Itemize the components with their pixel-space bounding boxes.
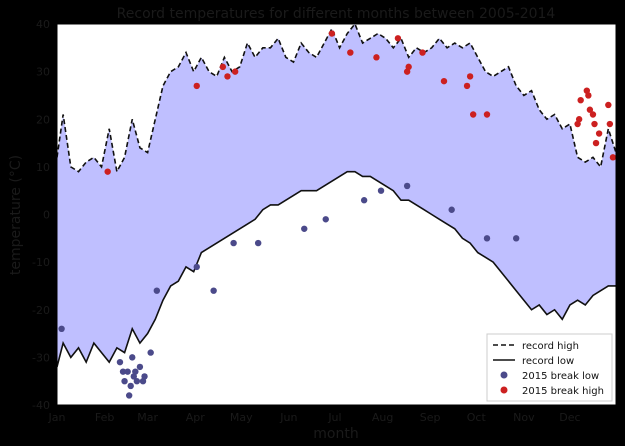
y-tick-label: 40 (36, 18, 50, 31)
x-axis-label: month (313, 426, 358, 442)
legend-label-break-high: 2015 break high (522, 386, 604, 397)
x-tick-label: Oct (467, 411, 487, 424)
break-high-point (219, 63, 227, 71)
series-record-low-line (56, 170, 616, 368)
series-record-high-line (56, 22, 617, 175)
range-fill (57, 24, 616, 367)
break-low-point (254, 239, 262, 247)
break-high-point (328, 30, 336, 37)
y-axis-label: temperature (°C) (8, 155, 24, 275)
legend-box (486, 333, 613, 402)
break-low-point (129, 354, 136, 361)
break-high-point (373, 54, 380, 61)
break-high-point (577, 97, 584, 104)
break-low-point (360, 197, 368, 204)
break-low-point (119, 368, 127, 375)
break-high-point (575, 116, 583, 123)
break-low-point (127, 382, 134, 390)
break-low-point (58, 325, 65, 332)
break-low-point (147, 349, 154, 356)
x-tick-label: Dec (559, 411, 580, 424)
break-high-point (589, 111, 597, 118)
break-high-point (609, 154, 617, 161)
break-high-point (224, 73, 231, 80)
break-low-point (133, 377, 141, 385)
y-tick-label: -20 (32, 304, 50, 317)
break-low-point (124, 368, 131, 375)
break-low-point (141, 373, 148, 380)
break-high-point (586, 106, 594, 113)
break-low-point (483, 235, 491, 242)
x-tick-label: Sep (420, 411, 441, 424)
legend: record high record low 2015 break low 20… (486, 333, 613, 402)
break-high-point (469, 111, 477, 118)
break-high-point (466, 73, 474, 80)
break-high-point (606, 120, 614, 128)
scatter-layer (58, 30, 617, 399)
x-tick-label: Apr (186, 411, 206, 424)
fill-layer (57, 24, 616, 367)
break-high-point (405, 63, 412, 71)
break-high-point (419, 49, 426, 56)
legend-label-record-low: record low (522, 356, 574, 367)
break-low-point (512, 235, 520, 242)
y-tick-label: 0 (43, 209, 50, 222)
break-low-point (230, 239, 237, 247)
break-low-point (153, 287, 161, 294)
break-high-point (483, 111, 491, 118)
x-tick-label: Jan (48, 411, 66, 424)
break-low-point (116, 358, 124, 366)
break-low-point (210, 287, 217, 294)
line-layer (56, 22, 617, 368)
break-low-point (121, 377, 128, 385)
break-high-point (463, 82, 471, 90)
x-tick-label: Aug (372, 411, 393, 424)
y-tick-label: -30 (32, 351, 50, 364)
break-low-point (448, 206, 455, 213)
plot-frame (56, 23, 617, 406)
break-low-point (193, 263, 200, 271)
break-high-point (440, 77, 448, 85)
chart-title: Record temperatures for different months… (117, 6, 556, 22)
legend-label-break-low: 2015 break low (522, 371, 599, 382)
break-low-point (403, 182, 411, 190)
break-high-point (347, 49, 354, 56)
break-high-point (591, 120, 598, 128)
x-tick-label: Jun (279, 411, 297, 424)
legend-marker-break-high (500, 386, 508, 394)
break-high-point (394, 35, 402, 42)
x-tick-label: Mar (137, 411, 158, 424)
x-tick-label: May (230, 411, 253, 424)
break-low-point (136, 363, 144, 371)
break-high-point (231, 68, 239, 75)
legend-label-record-high: record high (522, 341, 579, 352)
x-tick-label: Nov (513, 411, 535, 424)
break-low-point (132, 368, 139, 375)
legend-marker-break-low (500, 371, 508, 379)
break-low-point (377, 187, 385, 194)
y-tick-label: 10 (36, 161, 50, 174)
break-high-point (585, 92, 592, 99)
y-tick-label: 20 (36, 113, 50, 126)
break-high-point (605, 101, 612, 109)
x-tick-label: Feb (95, 411, 114, 424)
break-low-point (125, 392, 133, 399)
x-tick-label: Jul (327, 411, 341, 424)
break-high-point (592, 139, 600, 147)
y-tick-label: -10 (32, 256, 50, 269)
break-high-point (104, 168, 111, 175)
break-low-point (322, 216, 329, 223)
break-high-point (193, 82, 200, 90)
break-high-point (595, 130, 603, 137)
y-tick-label: -40 (32, 399, 50, 412)
tick-layer: -40 -30 -20 -10 0 10 20 30 40 Jan Feb Mar Apr May Jun J… (32, 18, 581, 424)
break-low-point (301, 225, 308, 232)
y-tick-label: 30 (36, 66, 50, 79)
